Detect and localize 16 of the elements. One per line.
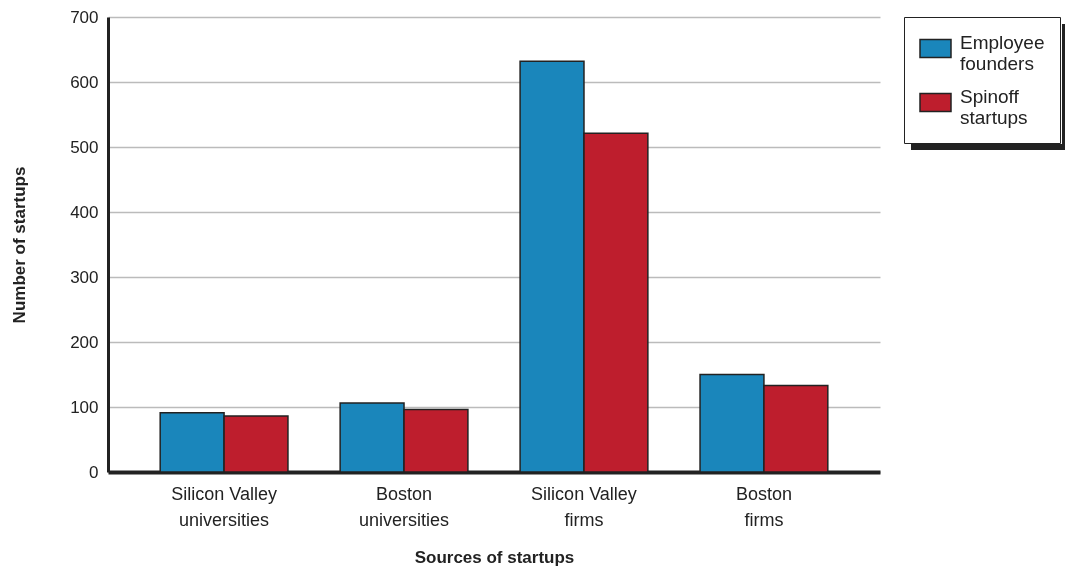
y-tick-label: 0 bbox=[89, 462, 99, 482]
x-tick-label: Silicon Valley firms bbox=[531, 483, 637, 530]
y-tick-label: 100 bbox=[70, 397, 99, 417]
x-tick-label: Boston firms bbox=[735, 483, 792, 530]
legend-label: Employee founders bbox=[960, 31, 1045, 74]
y-tick-label: 300 bbox=[70, 267, 99, 287]
y-tick-label: 600 bbox=[70, 72, 99, 92]
legend-label: Spinoff startups bbox=[960, 85, 1028, 128]
x-axis-title: Sources of startups bbox=[414, 547, 575, 567]
y-tick-label: 400 bbox=[70, 202, 99, 222]
y-axis-title: Number of startups bbox=[10, 166, 30, 324]
x-tick-label: Silicon Valley universities bbox=[171, 483, 277, 530]
y-tick-label: 200 bbox=[70, 332, 99, 352]
x-tick-label: Boston universities bbox=[359, 483, 450, 530]
y-tick-label: 700 bbox=[70, 7, 99, 27]
y-tick-label: 500 bbox=[70, 137, 99, 157]
